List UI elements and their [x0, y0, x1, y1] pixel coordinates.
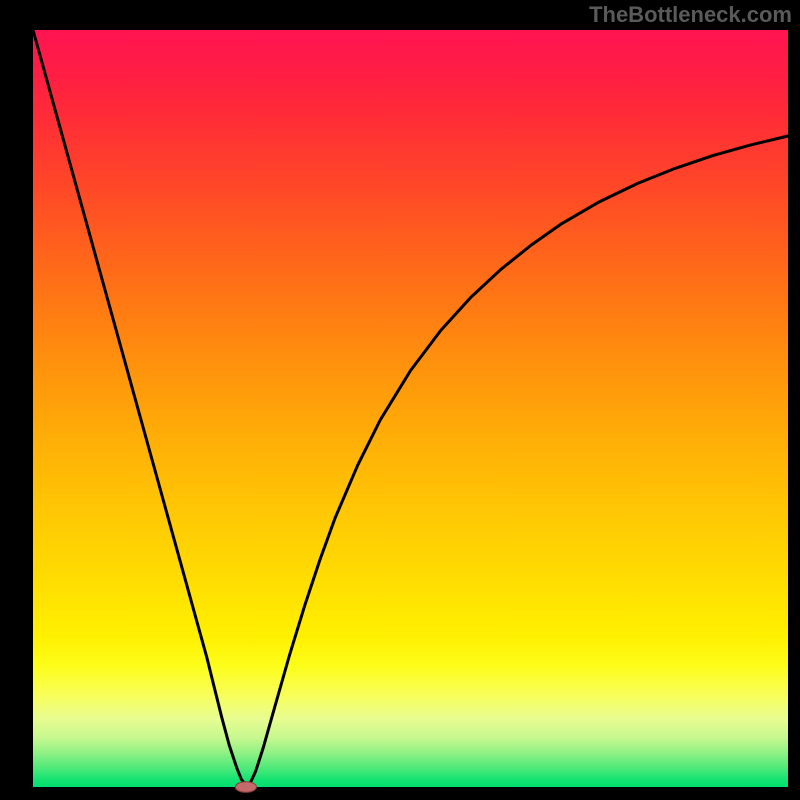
- gradient-background: [33, 30, 788, 787]
- bottleneck-chart: { "watermark": { "text": "TheBottleneck.…: [0, 0, 800, 800]
- watermark-text: TheBottleneck.com: [589, 2, 792, 28]
- chart-canvas: [0, 0, 800, 800]
- optimal-point-marker: [235, 782, 256, 793]
